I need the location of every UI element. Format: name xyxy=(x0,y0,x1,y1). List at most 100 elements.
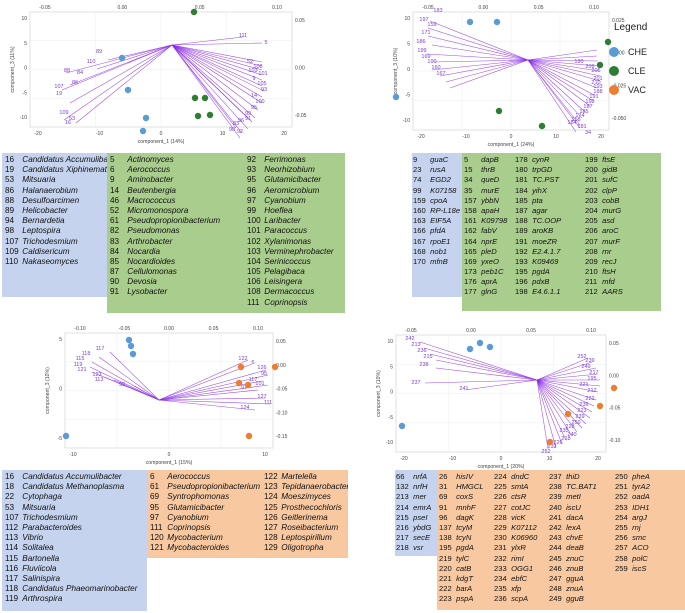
item-name: thiD xyxy=(566,472,580,481)
tick-label: -0.15 xyxy=(276,434,288,440)
vector-label: 93 xyxy=(261,87,267,93)
item-number: 212 xyxy=(585,287,598,297)
list-item: 126 Geitlerinema xyxy=(264,513,348,523)
item-number: 18 xyxy=(5,482,15,492)
item-number: 126 xyxy=(264,512,278,522)
loading-vector xyxy=(171,44,263,87)
item-name: Mitsuaria xyxy=(22,502,56,512)
item-number: 98 xyxy=(5,226,15,236)
loading-vector xyxy=(527,59,599,62)
item-number: 209 xyxy=(585,256,598,266)
vector-label: 159 xyxy=(427,22,436,28)
list-item: 202 clpP xyxy=(585,186,623,196)
list-item: 221 kdgT xyxy=(439,574,484,584)
loading-vector xyxy=(427,27,529,61)
tick-label: 0.05 xyxy=(276,339,286,345)
list-item: 207 murF xyxy=(585,237,623,247)
item-name: mfnB xyxy=(430,256,448,266)
list-item: 212 AARS xyxy=(585,287,623,297)
item-name: guaC xyxy=(430,155,449,164)
tick-label: 0.05 xyxy=(526,328,536,334)
vector-label: 193 xyxy=(593,84,602,90)
list-item: 94 Bernardetia xyxy=(5,216,107,226)
tick-label: 0.10 xyxy=(253,326,263,332)
tick-label: 0.05 xyxy=(609,341,619,347)
item-name: Cyanobium xyxy=(264,195,306,205)
list-item: 240 iscU xyxy=(549,503,597,513)
table3-blue-list: 16 Candidatus Accumulibacter 18 Candidatu… xyxy=(5,472,137,604)
list-item: 121 Mycobacteroides xyxy=(150,543,260,553)
item-name: Cytophaga xyxy=(22,492,62,502)
item-name: ybbN xyxy=(481,195,499,205)
list-item: 99 Hoeflea xyxy=(247,206,334,216)
table4-orange-list-3: 237 thiD 238 TC.BAT1 239 metI 240 iscU 241 d… xyxy=(549,472,597,604)
tick-label: -0.05 xyxy=(295,113,307,119)
legend-dot xyxy=(609,46,619,57)
item-number: 61 xyxy=(110,216,120,226)
tick-label: -0.10 xyxy=(276,410,288,416)
item-number: 31 xyxy=(439,482,448,492)
tick-label: 20 xyxy=(281,131,287,137)
item-name: Mycobacteroides xyxy=(167,543,230,553)
item-name: HMGCL xyxy=(456,482,484,492)
list-item: 245 znuC xyxy=(549,554,597,564)
list-item: 102 Xylanimonas xyxy=(247,237,334,247)
tick-label: -5 xyxy=(389,415,394,421)
vector-label: 228 xyxy=(565,424,574,430)
list-item: 120 Mycobacterium xyxy=(150,533,260,543)
vector-label: 108 xyxy=(253,64,262,70)
vector-label: 84 xyxy=(77,70,83,76)
list-item: 234 ebfC xyxy=(494,574,537,584)
vector-label: 195 xyxy=(587,376,596,382)
item-number: 218 xyxy=(396,543,409,553)
item-number: 160 xyxy=(413,205,426,215)
item-number: 122 xyxy=(264,472,278,481)
item-number: 111 xyxy=(150,522,163,532)
item-number: 204 xyxy=(585,205,598,215)
item-name: thrB xyxy=(481,165,496,175)
x-axis-label: component_1 (15%) xyxy=(146,460,193,466)
vector-label: 160 xyxy=(431,65,440,71)
item-number: 35 xyxy=(464,185,473,195)
list-item: 82 Pseudomonas xyxy=(110,226,220,236)
loading-vector xyxy=(536,379,587,425)
vector-label: 86 xyxy=(72,80,78,86)
tick-label: -0.05 xyxy=(39,5,51,11)
list-item: 247 gguA xyxy=(549,574,597,584)
item-name: mnhF xyxy=(456,502,476,512)
list-item: 15 thrB xyxy=(464,165,507,175)
item-number: 253 xyxy=(615,502,628,512)
list-item: 239 metI xyxy=(549,492,597,502)
vector-label: 95 xyxy=(261,371,267,377)
item-name: tyrA2 xyxy=(632,482,650,492)
item-number: 9 xyxy=(413,155,418,164)
item-name: Aeromicrobium xyxy=(264,185,320,195)
item-name: coxS xyxy=(456,492,474,502)
item-number: 91 xyxy=(439,502,448,512)
item-name: Trichodesmium xyxy=(22,512,78,522)
item-name: rnr xyxy=(602,246,612,256)
vector-label: 181 xyxy=(577,124,586,130)
list-item: 26 hisIV xyxy=(439,472,484,482)
vector-label: 187 xyxy=(583,104,592,110)
item-name: Bartonella xyxy=(22,553,60,563)
loading-vector xyxy=(426,53,529,61)
item-number: 252 xyxy=(615,492,628,502)
item-name: pspA xyxy=(456,594,474,604)
list-item: 111 Coprinopsis xyxy=(247,298,334,308)
item-number: 6 xyxy=(150,472,155,481)
item-name: scpA xyxy=(511,594,529,604)
tick-label: -0.05 xyxy=(119,326,131,332)
item-number: 158 xyxy=(464,205,477,215)
loading-vector xyxy=(171,44,263,67)
item-number: 224 xyxy=(494,472,507,481)
loading-vector xyxy=(435,359,538,381)
sample-point xyxy=(564,410,572,418)
item-name: Tepidanaerobacter xyxy=(281,482,348,492)
vector-label: 124 xyxy=(240,405,249,411)
sample-point xyxy=(124,86,132,94)
item-name: Fluviicola xyxy=(22,563,57,573)
list-item: 222 barA xyxy=(439,584,484,594)
item-name: barA xyxy=(456,584,473,594)
